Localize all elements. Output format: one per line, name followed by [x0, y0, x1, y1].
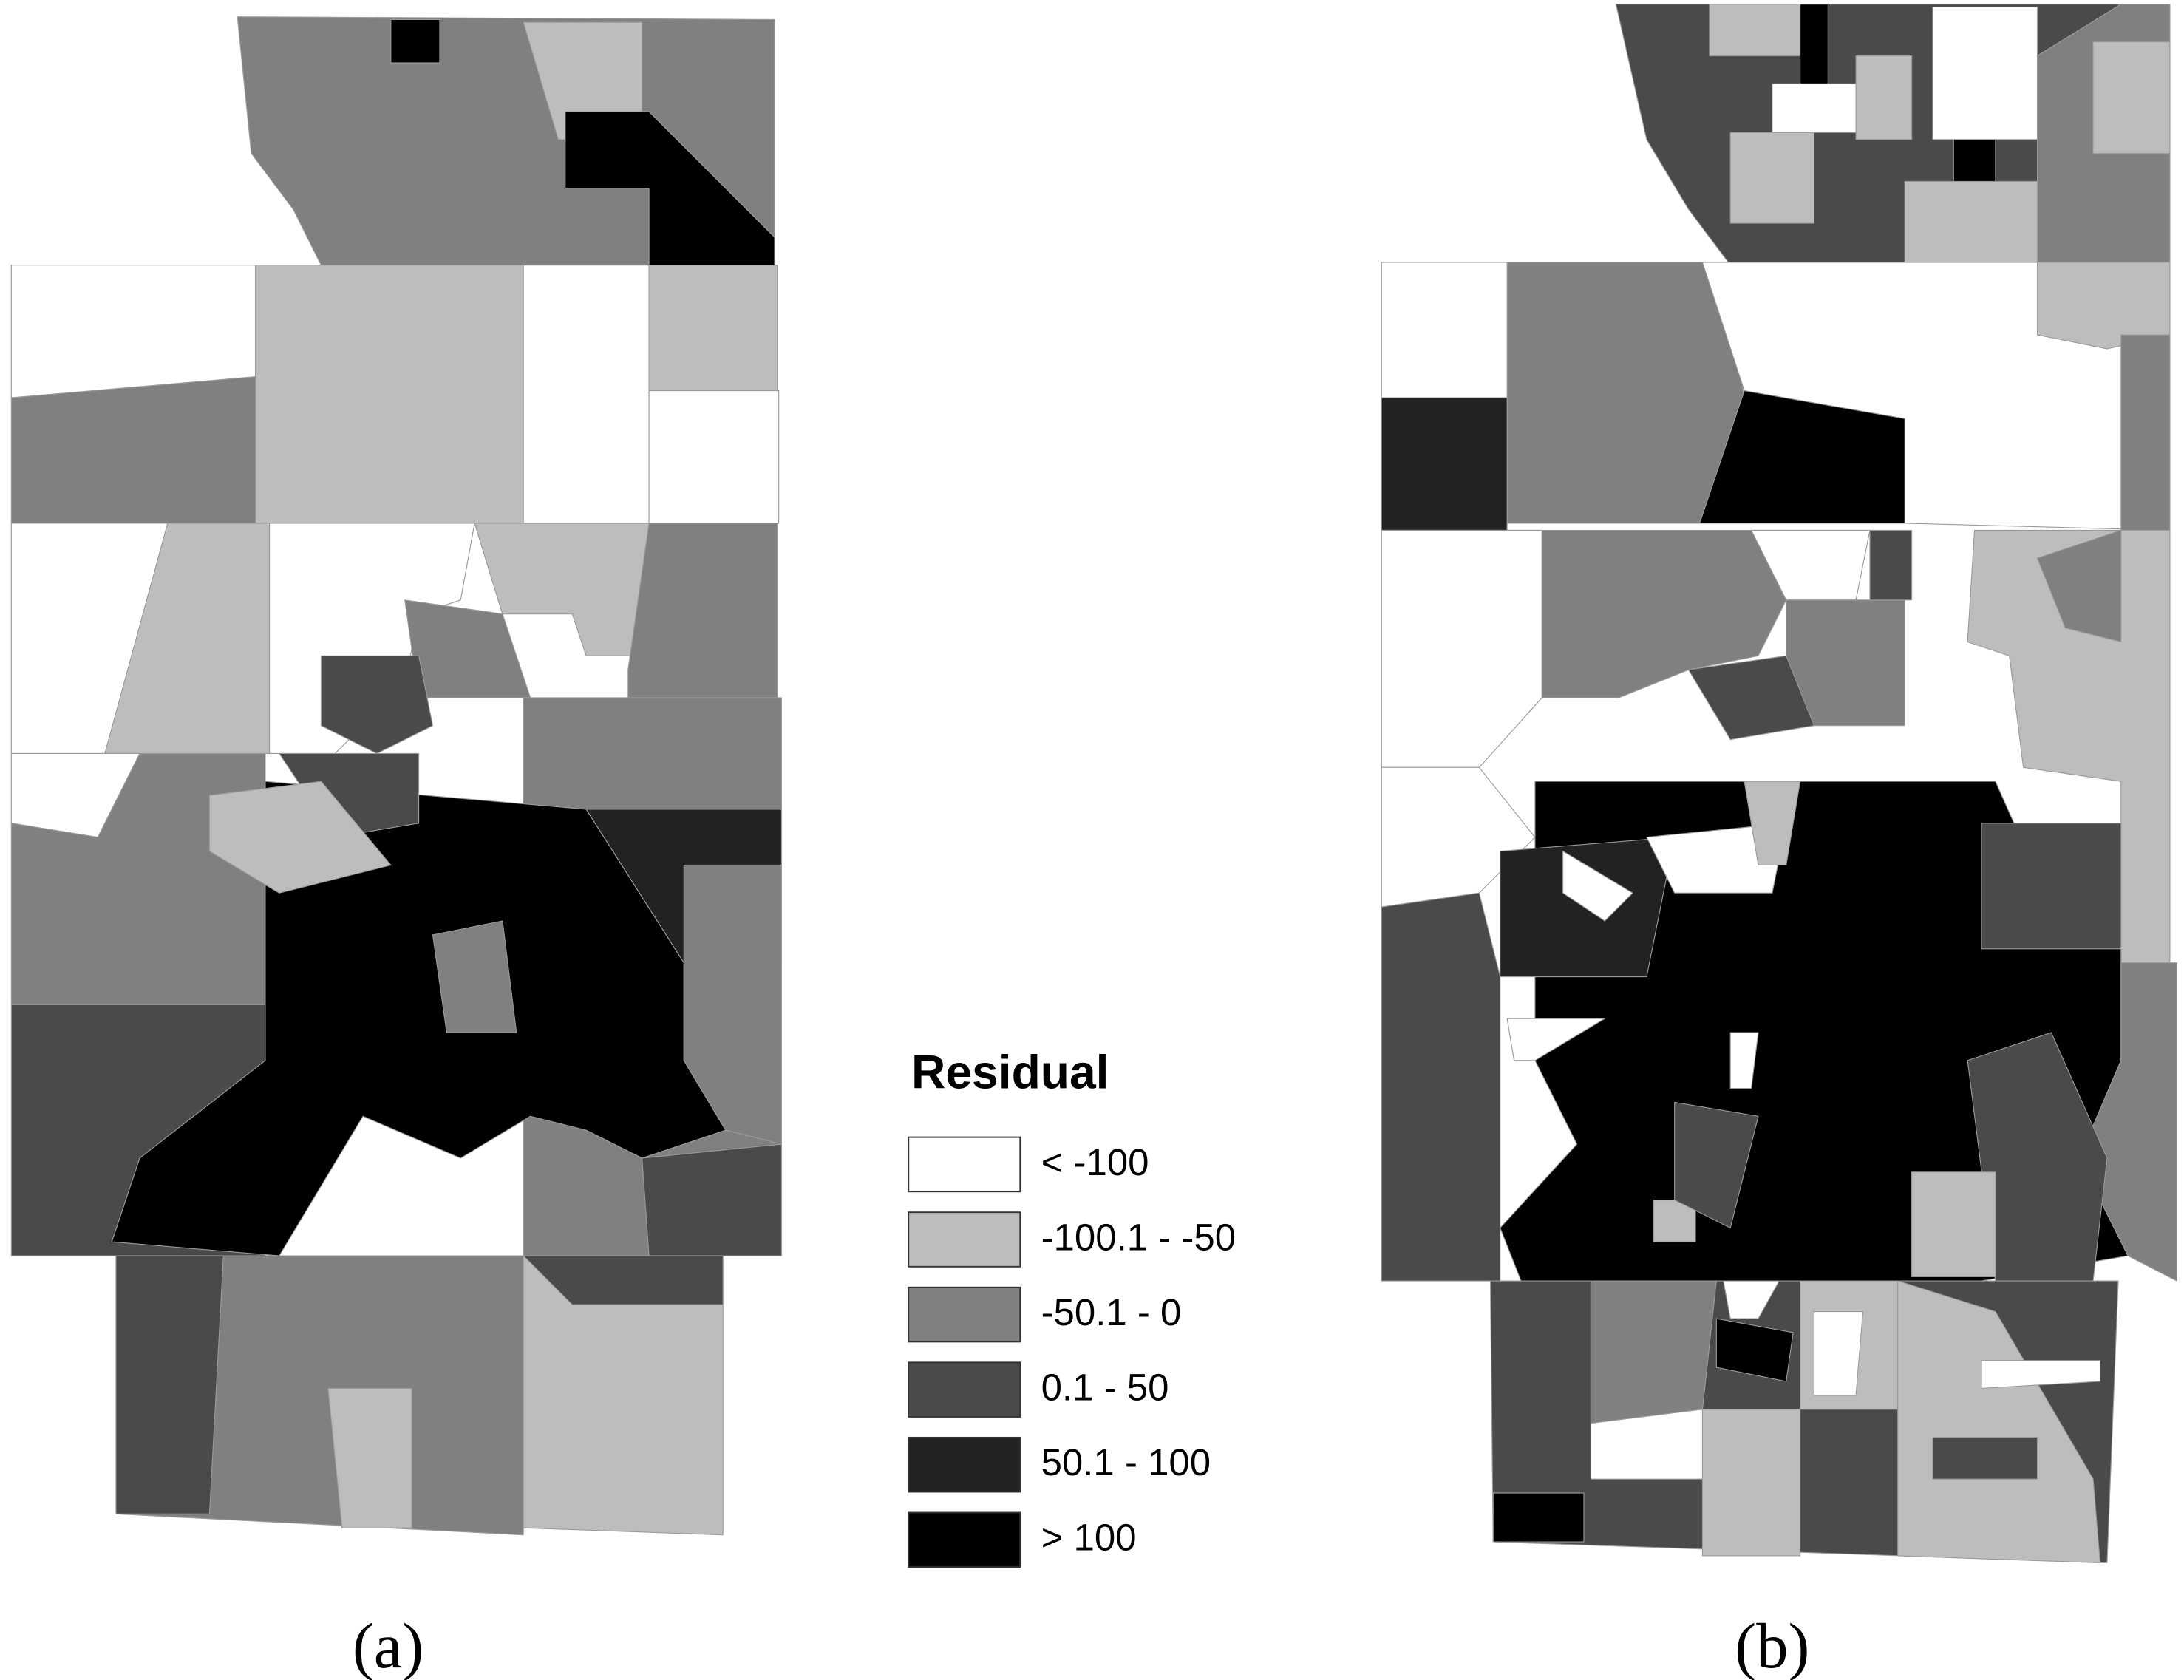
region	[1699, 390, 1905, 524]
region	[1674, 1101, 1759, 1228]
region	[10, 376, 256, 524]
legend-label: -100.1 - -50	[1041, 1216, 1236, 1258]
region	[2120, 334, 2171, 531]
region	[1729, 1032, 1759, 1089]
region	[390, 18, 440, 64]
region	[1981, 1360, 2101, 1390]
region	[523, 265, 650, 524]
region	[523, 1255, 724, 1305]
region	[115, 1255, 224, 1514]
region	[642, 1143, 783, 1256]
region	[1646, 823, 1787, 894]
region	[1855, 55, 1913, 140]
region	[1869, 529, 1913, 601]
legend-label: 0.1 - 50	[1041, 1367, 1169, 1409]
region	[1381, 397, 1508, 531]
region	[432, 920, 517, 1033]
legend-swatch	[908, 1211, 1021, 1268]
region	[1800, 4, 1828, 84]
legend-swatch	[908, 1286, 1021, 1343]
region	[1953, 139, 1996, 182]
region	[1904, 180, 2038, 263]
region	[2036, 529, 2122, 642]
region	[1709, 4, 1815, 57]
region	[327, 1387, 412, 1528]
legend-label: > 100	[1041, 1517, 1137, 1559]
legend-swatch	[908, 1511, 1021, 1568]
region	[1687, 655, 1815, 741]
legend-title: Residual	[911, 1046, 1109, 1099]
region	[1729, 132, 1815, 224]
region	[1744, 781, 1801, 866]
region	[683, 864, 783, 1145]
panel-label: (a)	[353, 1611, 423, 1680]
region	[1897, 1280, 2101, 1563]
legend-label: < -100	[1041, 1141, 1149, 1183]
region	[1562, 851, 1633, 922]
region	[648, 390, 780, 524]
region	[10, 265, 256, 398]
legend: < -100 -100.1 - -50 -50.1 - 0 0.1 - 50 50.1 …	[908, 1136, 1236, 1568]
region	[1813, 1311, 1864, 1396]
legend-swatch	[908, 1436, 1021, 1493]
region	[2092, 41, 2171, 154]
panel-label: (b)	[1735, 1611, 1809, 1680]
region	[1381, 262, 1508, 398]
region	[1911, 1171, 1996, 1277]
legend-label: 50.1 - 100	[1041, 1441, 1211, 1483]
region	[1506, 262, 1745, 524]
map-a	[10, 16, 783, 1536]
region	[1981, 823, 2122, 950]
region	[2078, 962, 2177, 1282]
region	[320, 655, 434, 755]
region	[1492, 1492, 1585, 1543]
region	[1381, 529, 1542, 768]
legend-swatch	[908, 1361, 1021, 1418]
region	[648, 265, 778, 392]
region	[1723, 1280, 1780, 1319]
region	[1932, 6, 2038, 140]
region	[1590, 1280, 1717, 1424]
region	[1772, 83, 1857, 133]
region	[1701, 1409, 1801, 1557]
region	[208, 781, 392, 894]
region	[1506, 1018, 1605, 1061]
legend-swatch	[908, 1136, 1021, 1193]
legend-label: -50.1 - 0	[1041, 1291, 1182, 1333]
map-b	[1381, 4, 2177, 1563]
region	[1381, 892, 1501, 1282]
region	[1932, 1436, 2038, 1480]
region	[1715, 1318, 1794, 1382]
region	[255, 265, 524, 524]
